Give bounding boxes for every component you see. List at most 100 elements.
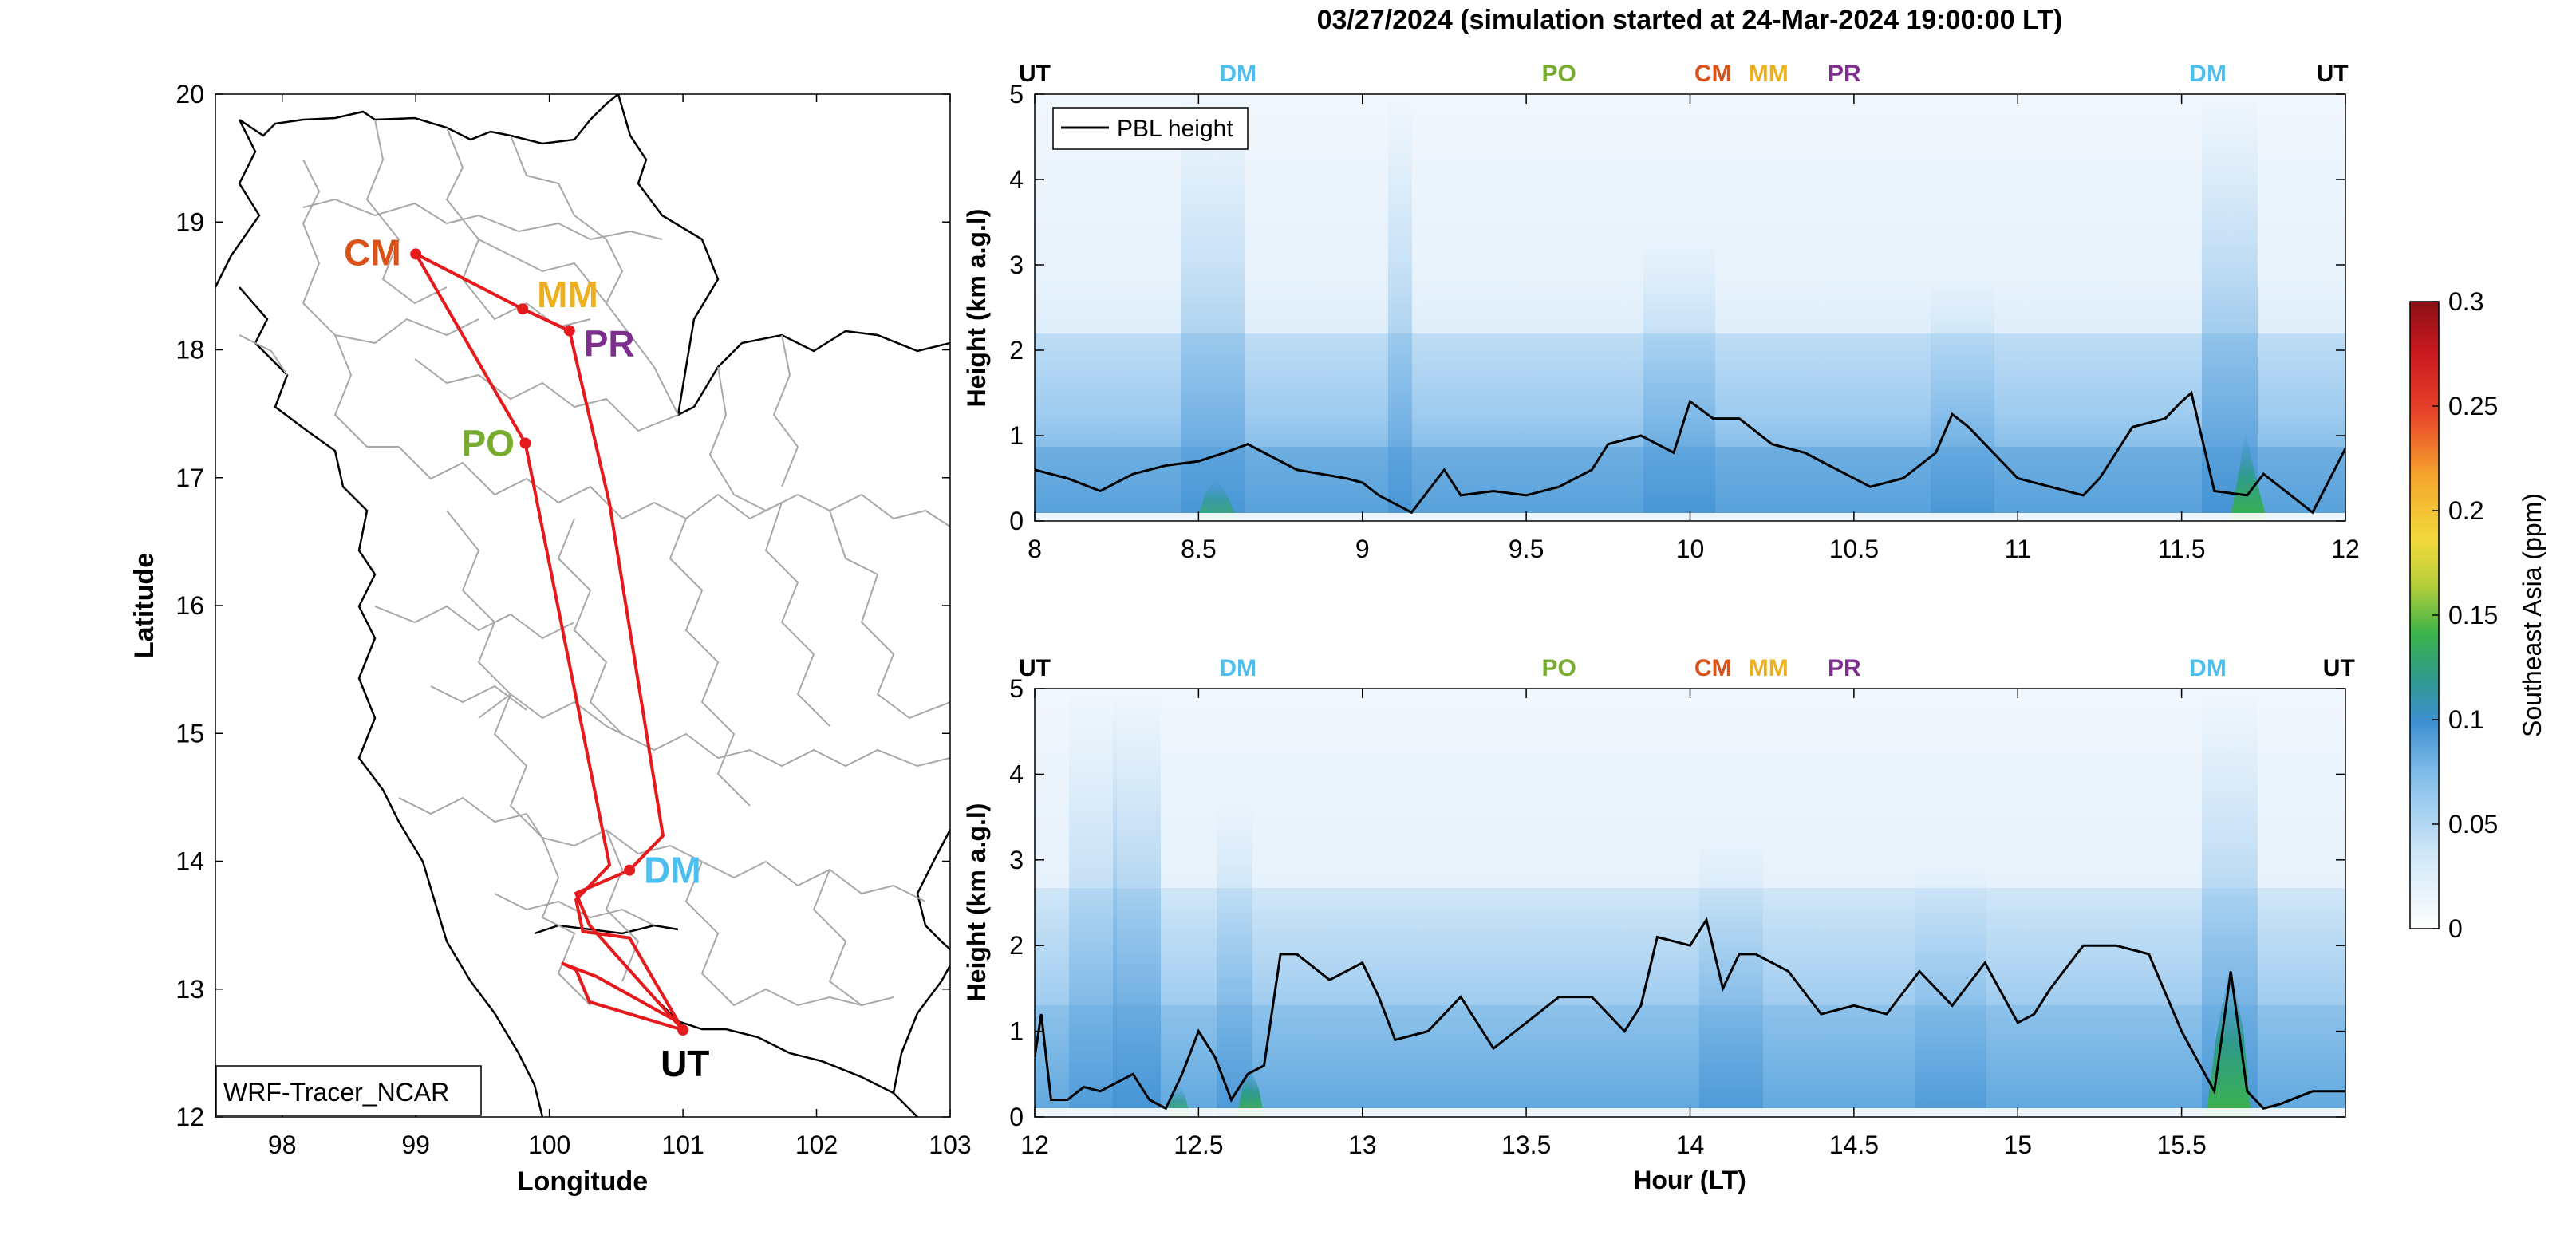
panel-top-x-ticks: 8 8.5 9 9.5 10 10.5 11 11.5 12 — [1028, 94, 2360, 563]
curtain-field-bottom — [1035, 689, 2345, 1117]
panel-bottom-y-ticks: 0 1 2 3 4 5 — [1009, 674, 2345, 1131]
x-tick-label: 9 — [1355, 535, 1370, 563]
gulf-coastline — [534, 924, 950, 1117]
x-tick-label: 8 — [1028, 535, 1042, 563]
map-y-tick-label: 19 — [176, 207, 204, 236]
panel-top-ylabel: Height (km a.g.l) — [962, 209, 991, 408]
site-dot-cm — [410, 248, 422, 260]
route-line — [414, 252, 685, 1032]
country-border-southeast — [916, 829, 950, 950]
x-tick-label: 9.5 — [1509, 535, 1544, 563]
model-label: WRF-Tracer_NCAR — [223, 1078, 449, 1107]
x-tick-label: 14.5 — [1829, 1131, 1879, 1159]
colorbar: 0 0.05 0.1 0.15 0.2 0.25 0.3 Southeast Asia (p… — [2409, 287, 2546, 943]
map-ylabel: Latitude — [129, 553, 160, 658]
y-tick-label: 5 — [1009, 674, 1024, 703]
pbl-legend: PBL height — [1052, 107, 1249, 150]
panel-site-label-cm: CM — [1694, 61, 1732, 87]
map-y-tick-label: 14 — [176, 847, 204, 876]
x-tick-label: 12.5 — [1174, 1131, 1223, 1159]
pbl-line-bottom — [1035, 917, 2345, 1111]
y-tick-label: 4 — [1009, 165, 1024, 194]
panel-site-label-pr: PR — [1828, 61, 1861, 87]
colorbar-label: Southeast Asia (ppm) — [2518, 493, 2546, 737]
map-x-tick-label: 98 — [268, 1131, 297, 1159]
y-tick-label: 5 — [1009, 80, 1024, 109]
legend-label: PBL height — [1117, 116, 1233, 142]
y-tick-label: 3 — [1009, 251, 1024, 279]
y-tick-label: 1 — [1009, 421, 1024, 450]
colorbar-tick-label: 0.2 — [2448, 496, 2483, 525]
map-xlabel: Longitude — [517, 1166, 648, 1197]
panel-bottom-ylabel: Height (km a.g.l) — [962, 803, 991, 1002]
map-y-tick-label: 18 — [176, 336, 204, 365]
map-panel: CM MM PR PO DM UT 98 99 100 101 102 103 12 13 14 15 16… — [129, 80, 972, 1197]
site-label-dm: DM — [644, 850, 701, 891]
panel-site-label-mm: MM — [1749, 655, 1789, 681]
site-label-ut: UT — [661, 1043, 709, 1084]
panel-site-label-ut: UT — [2317, 61, 2349, 87]
figure-title: 03/27/2024 (simulation started at 24-Mar… — [1317, 5, 2063, 35]
map-background — [215, 94, 950, 1117]
site-label-cm: CM — [344, 231, 401, 273]
pbl-line-top — [1035, 390, 2345, 515]
panel-site-label-dm: DM — [2189, 61, 2227, 87]
colorbar-tick-label: 0.3 — [2448, 287, 2483, 316]
x-tick-label: 13.5 — [1501, 1131, 1551, 1159]
site-label-mm: MM — [537, 274, 598, 315]
site-dot-ut — [677, 1024, 689, 1036]
map-x-ticks: 98 99 100 101 102 103 — [268, 94, 972, 1159]
map-y-tick-label: 16 — [176, 591, 204, 620]
panel-site-label-ut: UT — [1019, 61, 1051, 87]
panel-top-site-labels: UT DM PO CM MM PR DM UT — [1019, 61, 2349, 87]
x-tick-label: 8.5 — [1181, 535, 1216, 563]
y-tick-label: 3 — [1009, 846, 1024, 874]
curtain-field-top — [1035, 94, 2345, 521]
x-tick-label: 12 — [1020, 1131, 1049, 1159]
site-dot-po — [519, 437, 531, 449]
map-y-tick-label: 13 — [176, 975, 204, 1004]
panel-bottom-x-ticks: 12 12.5 13 13.5 14 14.5 15 15.5 — [1020, 689, 2207, 1159]
map-x-tick-label: 103 — [929, 1131, 971, 1159]
map-x-tick-label: 102 — [795, 1131, 838, 1159]
panel-site-label-po: PO — [1542, 655, 1576, 681]
panel-site-label-dm: DM — [2189, 655, 2227, 681]
x-tick-label: 13 — [1348, 1131, 1377, 1159]
map-x-tick-label: 99 — [401, 1131, 430, 1159]
colorbar-tick-label: 0.15 — [2448, 601, 2498, 629]
x-tick-label: 12 — [2331, 535, 2360, 563]
map-y-ticks: 12 13 14 15 16 17 18 19 20 — [176, 80, 950, 1131]
colorbar-ticks: 0 0.05 0.1 0.15 0.2 0.25 0.3 — [2432, 287, 2498, 943]
colorbar-tick-label: 0.1 — [2448, 705, 2483, 734]
y-tick-label: 2 — [1009, 336, 1024, 365]
x-tick-label: 11 — [2005, 535, 2031, 563]
colorbar-tick-label: 0 — [2448, 914, 2463, 943]
colorbar-tick-label: 0.25 — [2448, 392, 2498, 420]
colorbar-tick-label: 0.05 — [2448, 810, 2498, 839]
panel-site-label-mm: MM — [1749, 61, 1789, 87]
y-tick-label: 0 — [1009, 1103, 1024, 1131]
y-tick-label: 4 — [1009, 760, 1024, 788]
map-geography — [215, 94, 950, 1117]
map-y-tick-label: 17 — [176, 464, 204, 492]
panel-site-label-ut: UT — [2323, 655, 2355, 681]
x-tick-label: 11.5 — [2158, 535, 2206, 563]
site-markers: CM MM PR PO DM UT — [344, 231, 709, 1084]
site-dot-pr — [563, 325, 575, 337]
panel-bottom-xlabel: Hour (LT) — [1633, 1166, 1746, 1194]
site-label-pr: PR — [584, 322, 635, 364]
y-tick-label: 2 — [1009, 931, 1024, 960]
y-tick-label: 1 — [1009, 1017, 1024, 1046]
x-tick-label: 15 — [2003, 1131, 2032, 1159]
x-tick-label: 15.5 — [2156, 1131, 2206, 1159]
map-x-tick-label: 100 — [528, 1131, 570, 1159]
x-tick-label: 14 — [1676, 1131, 1705, 1159]
map-x-tick-label: 101 — [661, 1131, 704, 1159]
x-tick-label: 10.5 — [1829, 535, 1879, 563]
site-dot-dm — [624, 864, 636, 876]
panel-bottom-site-labels: UT DM PO CM MM PR DM UT — [1019, 655, 2355, 681]
panel-site-label-po: PO — [1542, 61, 1576, 87]
x-tick-label: 10 — [1676, 535, 1705, 563]
